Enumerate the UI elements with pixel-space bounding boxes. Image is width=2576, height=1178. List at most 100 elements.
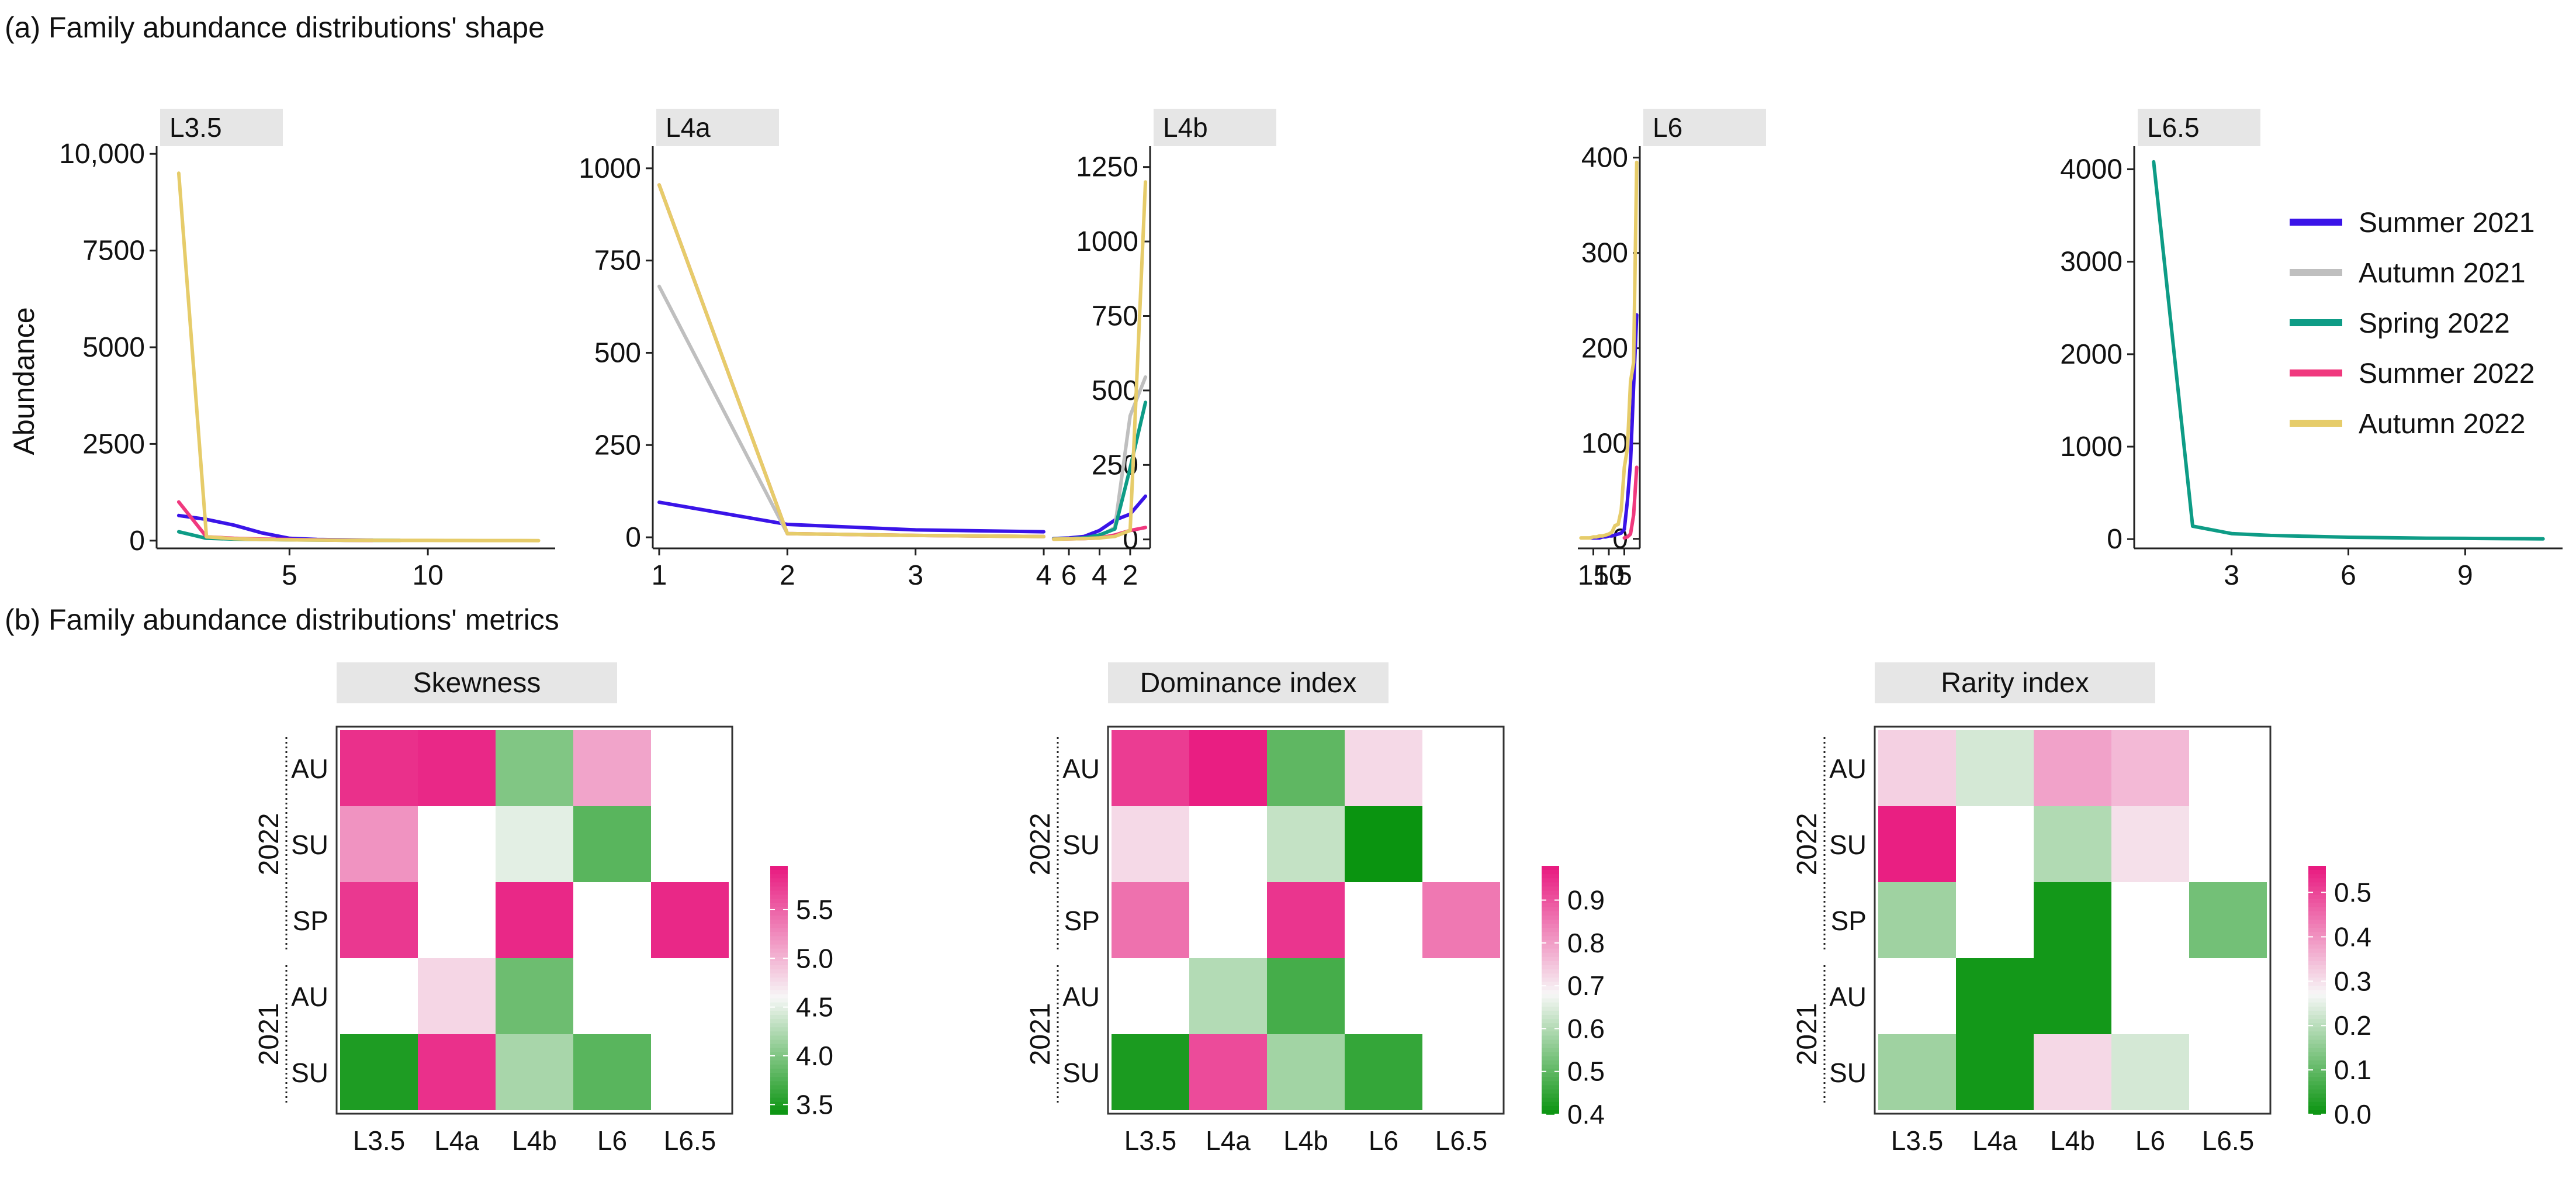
heatmap-cell	[1189, 1034, 1267, 1110]
y-tick-label: 300	[1581, 238, 1628, 269]
colorbar-segment	[1542, 1010, 1559, 1015]
colorbar-segment	[770, 1065, 788, 1069]
heatmap-cell	[2034, 882, 2111, 958]
heatmap-cell	[1112, 730, 1189, 806]
colorbar-segment	[770, 916, 788, 920]
colorbar-segment	[770, 907, 788, 912]
colorbar-segment	[770, 977, 788, 983]
series-line-autumn-2022	[1579, 160, 1639, 540]
colorbar-label: 4.0	[796, 1041, 833, 1071]
colorbar-segment	[770, 944, 788, 949]
colorbar-segment	[2308, 878, 2326, 883]
y-tick-label: 1000	[1076, 226, 1138, 257]
colorbar-segment	[770, 1002, 788, 1007]
column-label: L4b	[512, 1125, 557, 1156]
colorbar-segment	[770, 899, 788, 904]
colorbar-segment	[2308, 928, 2326, 933]
colorbar-segment	[770, 924, 788, 929]
heatmap-cell	[1112, 882, 1189, 958]
x-tick-label: 2	[780, 560, 795, 591]
colorbar-segment	[770, 1048, 788, 1053]
colorbar-segment	[770, 1069, 788, 1073]
y-tick-label: 5000	[82, 332, 145, 363]
x-tick-label: 2	[1123, 560, 1138, 591]
heatmap-cell	[2111, 806, 2189, 882]
y-tick-label: 250	[594, 430, 641, 461]
legend-label: Summer 2022	[2359, 358, 2535, 389]
colorbar-segment	[1542, 903, 1559, 908]
heatmap-frame	[335, 726, 733, 1115]
series-line-summer-2022	[1622, 465, 1639, 540]
y-tick-label: 100	[1581, 429, 1628, 460]
colorbar-segment	[1542, 1039, 1559, 1045]
colorbar-segment	[1542, 1073, 1559, 1078]
colorbar-segment	[2308, 916, 2326, 920]
colorbar-segment	[2308, 944, 2326, 949]
colorbar-segment	[1542, 1019, 1559, 1024]
colorbar-segment	[2308, 1015, 2326, 1020]
colorbar-segment	[770, 878, 788, 883]
heatmap-cell	[340, 882, 418, 958]
colorbar-segment	[2308, 994, 2326, 999]
colorbar-segment	[2308, 1069, 2326, 1073]
legend-label: Spring 2022	[2359, 308, 2510, 339]
colorbar-label: 0.0	[2334, 1099, 2371, 1129]
facet-strip	[1643, 109, 1766, 146]
colorbar-segment	[2308, 990, 2326, 995]
series-line-autumn-2022	[176, 171, 541, 543]
y-tick-label: 500	[594, 337, 641, 368]
colorbar-label: 0.6	[1567, 1013, 1605, 1044]
heatmap-cell	[1267, 806, 1345, 882]
colorbar-segment	[1542, 936, 1559, 941]
legend-item-summer-2022: Summer 2022	[2290, 358, 2535, 389]
y-tick-label: 7500	[82, 236, 145, 267]
column-label: L3.5	[353, 1125, 406, 1156]
colorbar-segment	[2308, 1027, 2326, 1032]
colorbar-label: 5.5	[796, 894, 833, 925]
heatmap-cell	[1878, 806, 1956, 882]
y-tick-label: 2500	[82, 429, 145, 460]
colorbar-segment	[770, 936, 788, 941]
colorbar-segment	[1542, 1085, 1559, 1090]
facet-title: L6	[1653, 112, 1682, 143]
x-tick-label: 10	[1593, 560, 1624, 591]
colorbar-label: 0.7	[1567, 970, 1605, 1001]
colorbar-label: 0.3	[2334, 966, 2371, 996]
y-tick-label: 1000	[2060, 431, 2123, 462]
heatmap-cell	[2189, 882, 2267, 958]
series-line-spring-2022	[2152, 160, 2545, 541]
colorbar-segment	[770, 969, 788, 974]
column-label: L6.5	[664, 1125, 716, 1156]
colorbar-segment	[1542, 1031, 1559, 1037]
colorbar-segment	[2308, 1023, 2326, 1028]
colorbar-segment	[1542, 870, 1559, 875]
colorbar-segment	[1542, 916, 1559, 920]
colorbar-segment	[2308, 920, 2326, 924]
colorbar-segment	[1542, 886, 1559, 892]
colorbar-segment	[2308, 1060, 2326, 1065]
colorbar-segment	[770, 1044, 788, 1049]
colorbar-segment	[2308, 948, 2326, 954]
x-tick-label: 6	[2340, 560, 2356, 591]
colorbar-segment	[1542, 1093, 1559, 1098]
column-label: L6	[1369, 1125, 1398, 1156]
colorbar-segment	[2308, 986, 2326, 991]
colorbar-segment	[770, 952, 788, 958]
colorbar-segment	[770, 928, 788, 933]
x-tick-label: 9	[2457, 560, 2473, 591]
colorbar-segment	[2308, 882, 2326, 887]
heatmap-cell	[2034, 1034, 2111, 1110]
colorbar-segment	[2308, 886, 2326, 892]
colorbar-segment	[2308, 1002, 2326, 1007]
heatmap-cell	[1956, 1034, 2034, 1110]
heatmap-cell	[418, 730, 496, 806]
heatmap-cell	[1189, 958, 1267, 1034]
series-line-autumn-2021	[657, 284, 1045, 538]
colorbar-segment	[2308, 894, 2326, 900]
colorbar-segment	[770, 956, 788, 962]
colorbar-segment	[1542, 956, 1559, 962]
colorbar-segment	[2308, 961, 2326, 966]
